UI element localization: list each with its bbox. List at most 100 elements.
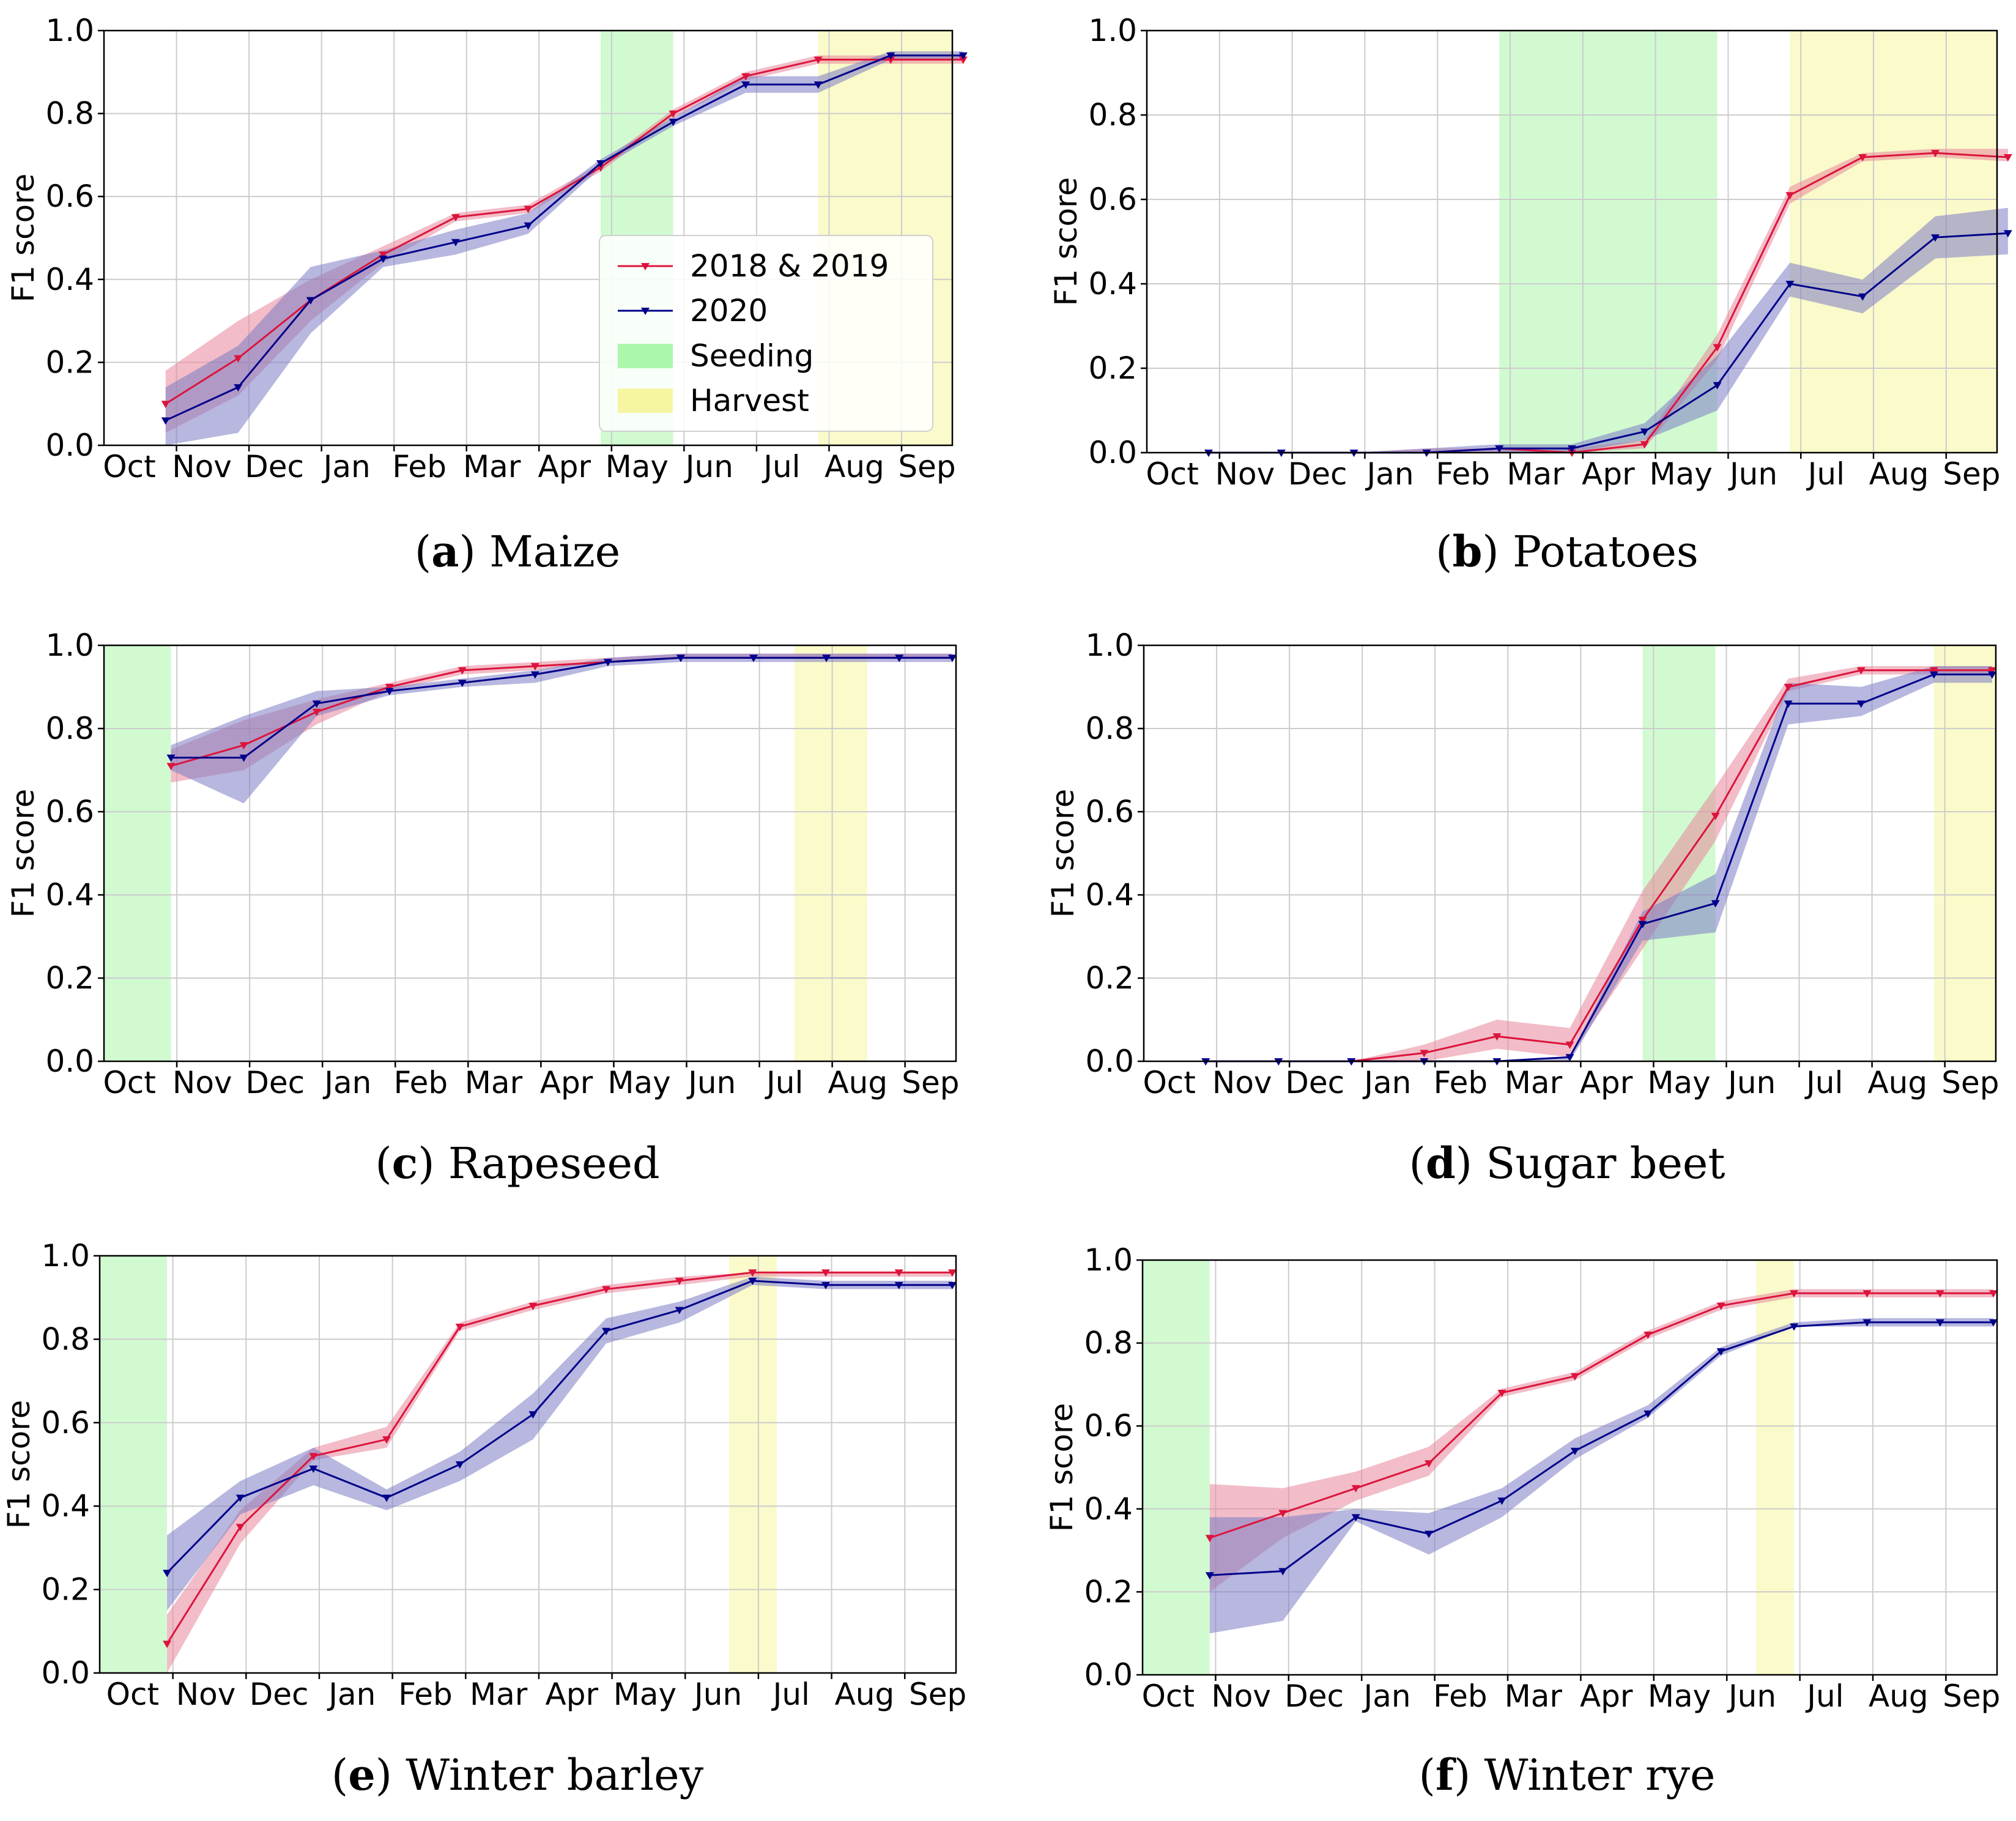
x-tick-label: Jun bbox=[1727, 1678, 1776, 1714]
x-tick-label: Jul bbox=[1804, 1065, 1843, 1100]
series-line-2020 bbox=[171, 656, 953, 759]
caption-letter: b bbox=[1452, 526, 1483, 577]
data-point-marker bbox=[234, 355, 243, 363]
x-tick-label: Aug bbox=[825, 449, 884, 484]
data-point-marker bbox=[1989, 1290, 1998, 1298]
data-point-marker bbox=[894, 1269, 903, 1277]
y-tick-label: 0.2 bbox=[45, 960, 94, 996]
x-tick-label: Nov bbox=[172, 1065, 232, 1100]
caption-b: (b) Potatoes bbox=[1436, 526, 1699, 577]
x-tick-label: Oct bbox=[1143, 1065, 1195, 1100]
y-tick-label: 0.0 bbox=[1085, 1044, 1134, 1079]
confidence-band-2020 bbox=[1208, 207, 2008, 453]
x-tick-label: Sep bbox=[1941, 1065, 1999, 1100]
y-tick-label: 0.4 bbox=[45, 262, 94, 297]
data-point-marker bbox=[455, 1323, 464, 1331]
data-point-marker bbox=[161, 401, 170, 409]
x-tick-label: Jul bbox=[1805, 1678, 1844, 1714]
y-tick-label: 0.6 bbox=[45, 179, 94, 214]
x-tick-label: Nov bbox=[1212, 1065, 1272, 1100]
x-tick-label: Aug bbox=[835, 1677, 895, 1712]
x-tick-label: Feb bbox=[398, 1677, 453, 1712]
data-point-marker bbox=[385, 684, 394, 691]
y-tick-label: 0.2 bbox=[1084, 1574, 1133, 1609]
data-point-marker bbox=[312, 708, 321, 716]
data-point-marker bbox=[166, 763, 176, 771]
y-tick-label: 0.4 bbox=[1085, 877, 1134, 913]
data-point-marker bbox=[1858, 154, 1867, 161]
x-tick-label: Apr bbox=[538, 449, 591, 484]
x-tick-label: Sep bbox=[898, 449, 955, 484]
data-point-marker bbox=[669, 119, 678, 127]
data-point-marker bbox=[894, 1281, 903, 1289]
series-line-2018-2019 bbox=[1209, 1292, 1994, 1539]
x-tick-label: Mar bbox=[465, 1065, 523, 1100]
caption-letter: e bbox=[348, 1749, 376, 1800]
data-point-marker bbox=[602, 1327, 611, 1335]
data-point-marker bbox=[458, 667, 467, 675]
x-tick-label: Apr bbox=[1580, 1678, 1633, 1714]
data-point-marker bbox=[1644, 1410, 1653, 1418]
caption-title: Winter rye bbox=[1484, 1750, 1716, 1800]
legend: 2018 & 2019 2020 Seeding Harvest bbox=[599, 235, 933, 432]
x-tick-label: Oct bbox=[1142, 1678, 1195, 1714]
caption-f: (f) Winter rye bbox=[1418, 1749, 1716, 1800]
y-tick-label: 0.0 bbox=[45, 428, 94, 463]
x-tick-label: Jan bbox=[1362, 1065, 1411, 1100]
y-tick-label: 0.6 bbox=[1085, 794, 1134, 829]
data-point-marker bbox=[530, 671, 539, 679]
data-point-marker bbox=[596, 160, 606, 168]
data-point-marker bbox=[239, 754, 248, 762]
caption-letter: a bbox=[431, 526, 459, 577]
y-axis-label: F1 score bbox=[6, 789, 41, 918]
data-point-marker bbox=[312, 700, 321, 708]
x-tick-label: Mar bbox=[1505, 1065, 1563, 1100]
data-point-marker bbox=[1205, 1572, 1214, 1580]
data-point-marker bbox=[669, 110, 678, 118]
x-tick-label: Jul bbox=[765, 1065, 803, 1100]
x-tick-label: Nov bbox=[1211, 1678, 1271, 1714]
data-point-marker bbox=[1713, 382, 1722, 390]
x-tick-label: Feb bbox=[394, 1065, 448, 1100]
data-point-marker bbox=[741, 81, 750, 89]
caption-title: Maize bbox=[489, 527, 621, 577]
data-point-marker bbox=[1785, 192, 1795, 200]
x-tick-label: Mar bbox=[463, 449, 521, 484]
data-point-marker bbox=[821, 1281, 831, 1289]
seeding-span bbox=[1499, 31, 1718, 453]
data-point-marker bbox=[309, 1453, 318, 1461]
x-tick-label: Nov bbox=[172, 449, 232, 484]
data-point-marker bbox=[1716, 1348, 1725, 1356]
data-point-marker bbox=[1492, 1033, 1502, 1041]
x-tick-label: Jun bbox=[1726, 1065, 1776, 1100]
data-point-marker bbox=[161, 417, 170, 425]
x-tick-label: Sep bbox=[1943, 456, 2000, 492]
data-point-marker bbox=[813, 56, 823, 64]
series-line-2018-2019 bbox=[165, 58, 963, 405]
x-tick-label: Jan bbox=[1362, 1678, 1410, 1714]
seeding-span bbox=[100, 1256, 168, 1673]
data-point-marker bbox=[306, 297, 315, 305]
data-point-marker bbox=[1862, 1290, 1872, 1298]
data-point-marker bbox=[1711, 812, 1720, 820]
x-tick-label: Dec bbox=[245, 1065, 305, 1100]
x-tick-label: Mar bbox=[1506, 456, 1565, 492]
data-point-marker bbox=[166, 754, 176, 762]
data-point-marker bbox=[1495, 445, 1504, 453]
data-point-marker bbox=[1862, 1319, 1872, 1327]
x-tick-label: Sep bbox=[909, 1677, 966, 1712]
caption-title: Winter barley bbox=[406, 1750, 704, 1800]
legend-swatch-harvest bbox=[618, 388, 673, 413]
x-tick-label: Feb bbox=[392, 449, 447, 484]
legend-label: Seeding bbox=[690, 338, 813, 374]
data-point-marker bbox=[895, 655, 904, 662]
data-point-marker bbox=[1858, 293, 1867, 301]
chart-panel-b: 0.0 0.2 0.4 0.6 0.8 1.0 Oct Nov Dec Jan Feb Mar Apr M… bbox=[1048, 13, 2012, 492]
data-point-marker bbox=[749, 655, 758, 662]
x-tick-label: Nov bbox=[176, 1677, 236, 1712]
y-tick-label: 0.0 bbox=[1088, 435, 1137, 470]
harvest-span bbox=[1933, 645, 1996, 1061]
legend-frame bbox=[599, 235, 933, 432]
